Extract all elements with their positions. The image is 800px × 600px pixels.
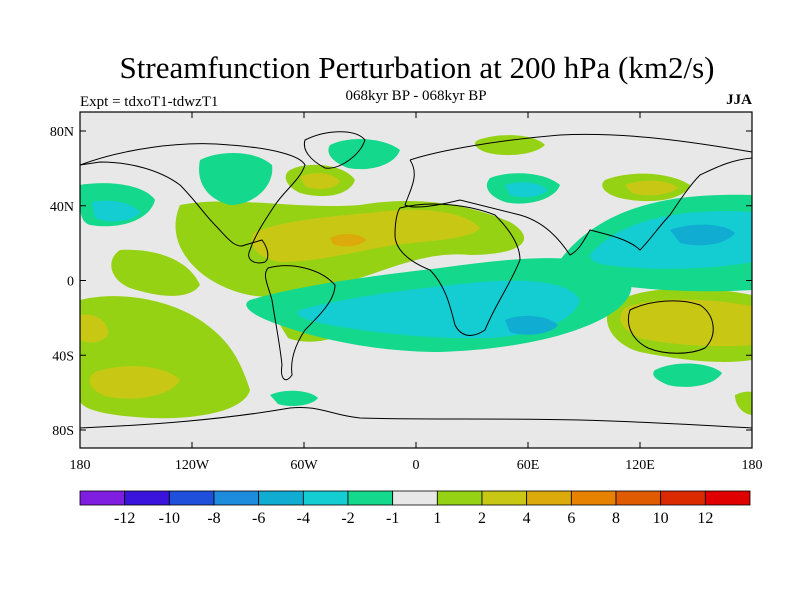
coast-australia xyxy=(627,300,714,354)
fill-neg-south-pacific xyxy=(653,363,722,387)
colorbar-swatch xyxy=(392,490,438,506)
colorbar-label: -1 xyxy=(386,510,399,527)
colorbar-label: 2 xyxy=(478,510,486,527)
coast-south-america xyxy=(265,265,336,381)
colorbar-swatch xyxy=(660,490,706,506)
contour-fills xyxy=(80,135,752,419)
coast-eurasia xyxy=(404,133,752,256)
colorbar: -12 -10 -8 -6 -4 -2 -1 1 2 4 6 8 10 12 xyxy=(79,490,751,527)
colorbar-swatch xyxy=(213,490,260,506)
colorbar-label: 6 xyxy=(567,510,575,527)
coastlines xyxy=(80,131,752,429)
colorbar-swatch xyxy=(526,490,572,506)
colorbar-swatch xyxy=(124,490,170,506)
y-tick-label: 40S xyxy=(52,349,74,364)
fill-pos-atlantic-core xyxy=(251,209,480,262)
fill-pos-east-pacific xyxy=(111,249,200,296)
colorbar-label: 8 xyxy=(612,510,620,527)
fill-neg-indian-ocean-max xyxy=(505,315,558,335)
y-axis-ticks: 80N 40N 0 40S 80S xyxy=(50,125,752,439)
fill-pos-australia-core xyxy=(620,299,752,347)
season-label: JJA xyxy=(726,92,752,108)
fill-pos-atlantic-max xyxy=(330,234,366,247)
y-tick-label: 0 xyxy=(67,275,74,290)
colorbar-label: -12 xyxy=(114,510,135,527)
x-tick-label: 180 xyxy=(70,458,91,473)
x-tick-label: 60W xyxy=(290,458,318,473)
x-tick-label: 120E xyxy=(625,458,655,473)
coast-antarctica xyxy=(80,406,752,429)
colorbar-swatch xyxy=(347,490,394,506)
x-tick-label: 120W xyxy=(175,458,210,473)
x-tick-label: 60E xyxy=(517,458,540,473)
colorbar-swatch xyxy=(79,490,126,506)
coast-africa xyxy=(394,203,521,336)
coast-north-america xyxy=(80,143,306,264)
fill-neg-southern-ocean xyxy=(270,390,318,406)
colorbar-swatch xyxy=(302,490,349,506)
fill-pos-east-pacific-core xyxy=(80,314,109,343)
colorbar-swatch xyxy=(168,490,215,506)
x-tick-label: 0 xyxy=(413,458,420,473)
fill-neg-western-pacific-max xyxy=(670,224,735,246)
x-tick-label: 180 xyxy=(742,458,763,473)
colorbar-swatch xyxy=(704,490,751,506)
experiment-label: Expt = tdxoT1-tdwzT1 xyxy=(80,94,219,110)
colorbar-swatch xyxy=(481,490,528,506)
colorbar-label: 12 xyxy=(697,510,713,527)
chart-title: Streamfunction Perturbation at 200 hPa (… xyxy=(119,50,715,85)
coast-greenland xyxy=(303,131,366,169)
fill-pos-central-asia-core xyxy=(625,180,678,196)
fill-neg-north-america xyxy=(199,153,273,205)
fill-pos-arctic-asia xyxy=(474,135,545,156)
colorbar-label: 1 xyxy=(433,510,441,527)
map-plot-area xyxy=(79,111,753,449)
colorbar-label: -8 xyxy=(207,510,220,527)
y-tick-label: 80N xyxy=(50,125,74,140)
colorbar-label: 4 xyxy=(523,510,531,527)
colorbar-swatch xyxy=(615,490,662,506)
colorbar-label: -10 xyxy=(159,510,180,527)
fill-neg-eurasia-core xyxy=(505,182,548,198)
fill-pos-south-pacific-core xyxy=(89,366,180,399)
y-tick-label: 80S xyxy=(52,424,74,439)
colorbar-swatch xyxy=(436,490,483,506)
fill-pos-north-atlantic-core xyxy=(300,173,340,190)
colorbar-label: -2 xyxy=(341,510,354,527)
colorbar-label: -4 xyxy=(297,510,310,527)
fill-pos-southwest-pacific xyxy=(735,391,752,415)
colorbar-label: -6 xyxy=(252,510,265,527)
y-tick-label: 40N xyxy=(50,200,74,215)
x-axis-ticks: 180 120W 60W 0 60E 120E 180 xyxy=(70,112,763,473)
colorbar-swatch xyxy=(258,490,304,506)
colorbar-swatch xyxy=(570,490,617,506)
period-subtitle: 068kyr BP - 068kyr BP xyxy=(345,88,487,104)
fill-neg-north-pacific-core xyxy=(92,200,140,222)
colorbar-label: 10 xyxy=(653,510,669,527)
